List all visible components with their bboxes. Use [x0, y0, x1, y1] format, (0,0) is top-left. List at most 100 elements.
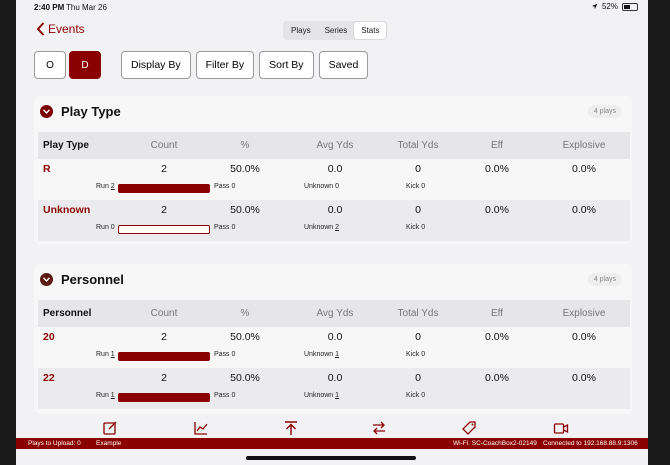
section-title: Personnel: [61, 272, 124, 287]
chevron-down-icon: [40, 105, 53, 118]
column-header: Eff: [490, 308, 504, 319]
pass-stat: Pass 0: [214, 183, 236, 190]
row-avg: 0.0: [327, 372, 343, 384]
row-eff: 0.0%: [485, 331, 509, 343]
column-header: Avg Yds: [316, 308, 354, 319]
row-explosive: 0.0%: [572, 163, 596, 175]
display-by-button[interactable]: Display By: [121, 51, 191, 79]
status-date: Thu Mar 26: [66, 3, 107, 12]
run-pass-bar: [118, 393, 210, 402]
pass-stat: Pass 0: [214, 224, 236, 231]
unknown-stat: Unknown 0: [304, 183, 340, 190]
plays-count-badge: 4 plays: [587, 105, 622, 118]
table-row[interactable]: 22 2 50.0% 0.0 0 0.0% 0.0% Run 1 Pass 0 …: [38, 368, 630, 409]
kick-stat: Kick 0: [406, 183, 426, 190]
column-header: Total Yds: [397, 140, 439, 151]
ipad-screen: 2:40 PM Thu Mar 26 52% Events Plays Seri…: [16, 0, 648, 465]
unknown-stat: Unknown 2: [304, 224, 340, 231]
column-header: Eff: [490, 140, 504, 151]
nav-bar: Events Plays Series Stats: [16, 16, 648, 46]
chevron-left-icon: [36, 22, 45, 36]
row-total: 0: [415, 163, 421, 175]
play-type-section: Play Type 4 plays Play Type Count % Avg …: [34, 96, 632, 244]
kick-stat: Kick 0: [406, 224, 426, 231]
table-header: Personnel Count % Avg Yds Total Yds Eff …: [38, 300, 630, 327]
row-avg: 0.0: [327, 204, 343, 216]
video-icon[interactable]: [553, 420, 569, 436]
section-header[interactable]: Play Type: [40, 104, 121, 119]
status-right: 52%: [591, 2, 638, 11]
unknown-stat: Unknown 1: [304, 392, 340, 399]
status-footer: Plays to Upload: 0 Example Wi-Fi: SC-Coa…: [16, 438, 648, 449]
pass-stat: Pass 0: [214, 392, 236, 399]
offense-button[interactable]: O: [34, 51, 66, 79]
battery-icon: [622, 2, 638, 11]
run-stat: Run 1: [96, 351, 115, 358]
column-header: Explosive: [562, 308, 606, 319]
toolbar: O D Display By Filter By Sort By Saved: [34, 51, 369, 79]
bottom-tab-bar: [16, 418, 648, 438]
table-row[interactable]: 20 2 50.0% 0.0 0 0.0% 0.0% Run 1 Pass 0 …: [38, 327, 630, 368]
column-header: Play Type: [43, 140, 89, 151]
wifi-label: Wi-Fi: SC-CoachBox2-02149: [453, 440, 537, 447]
section-header[interactable]: Personnel: [40, 272, 124, 287]
table-header: Play Type Count % Avg Yds Total Yds Eff …: [38, 132, 630, 159]
tab-plays[interactable]: Plays: [291, 26, 311, 35]
row-eff: 0.0%: [485, 372, 509, 384]
run-bar-fill: [119, 353, 209, 360]
column-header: Total Yds: [397, 308, 439, 319]
edit-icon[interactable]: [102, 420, 118, 436]
location-icon: [591, 3, 598, 10]
swap-icon[interactable]: [371, 420, 387, 436]
sort-by-button[interactable]: Sort By: [259, 51, 314, 79]
row-pct: 50.0%: [230, 163, 260, 175]
run-pass-bar: [118, 184, 210, 193]
upload-icon[interactable]: [283, 420, 299, 436]
defense-button[interactable]: D: [69, 51, 101, 79]
row-avg: 0.0: [327, 331, 343, 343]
view-segmented-control: Plays Series Stats: [283, 21, 388, 40]
status-bar: 2:40 PM Thu Mar 26 52%: [16, 0, 648, 14]
row-explosive: 0.0%: [572, 204, 596, 216]
row-count: 2: [161, 204, 167, 216]
run-stat: Run 0: [96, 224, 115, 231]
chevron-down-icon: [40, 273, 53, 286]
column-header: %: [240, 140, 250, 151]
column-header: Explosive: [562, 140, 606, 151]
row-eff: 0.0%: [485, 204, 509, 216]
tag-icon[interactable]: [461, 420, 477, 436]
mode-label: Example: [96, 440, 122, 447]
column-header: Avg Yds: [316, 140, 354, 151]
column-header: Count: [150, 140, 178, 151]
section-title: Play Type: [61, 104, 121, 119]
back-button[interactable]: Events: [36, 22, 85, 36]
saved-button[interactable]: Saved: [318, 51, 369, 79]
table-row[interactable]: Unknown 2 50.0% 0.0 0 0.0% 0.0% Run 0 Pa…: [38, 200, 630, 241]
tab-series[interactable]: Series: [324, 26, 348, 35]
row-explosive: 0.0%: [572, 331, 596, 343]
home-indicator: [246, 456, 416, 460]
connection-label: Connected to 192.168.88.9:1306: [543, 440, 638, 447]
run-stat: Run 1: [96, 392, 115, 399]
filter-by-button[interactable]: Filter By: [195, 51, 255, 79]
kick-stat: Kick 0: [406, 392, 426, 399]
run-bar-fill: [119, 394, 209, 401]
personnel-section: Personnel 4 plays Personnel Count % Avg …: [34, 264, 632, 414]
run-pass-bar: [118, 225, 210, 234]
stats-table: Play Type Count % Avg Yds Total Yds Eff …: [38, 132, 630, 241]
pass-stat: Pass 0: [214, 351, 236, 358]
chart-icon[interactable]: [193, 420, 209, 436]
row-name: 22: [43, 372, 55, 384]
run-bar-fill: [119, 185, 209, 192]
back-label: Events: [48, 22, 85, 36]
plays-count-badge: 4 plays: [587, 273, 622, 286]
column-header: %: [240, 308, 250, 319]
tab-stats[interactable]: Stats: [354, 22, 387, 39]
table-row[interactable]: R 2 50.0% 0.0 0 0.0% 0.0% Run 2 Pass 0 U…: [38, 159, 630, 200]
row-eff: 0.0%: [485, 163, 509, 175]
row-total: 0: [415, 372, 421, 384]
row-name: 20: [43, 331, 55, 343]
row-avg: 0.0: [327, 163, 343, 175]
row-count: 2: [161, 331, 167, 343]
run-stat: Run 2: [96, 183, 115, 190]
